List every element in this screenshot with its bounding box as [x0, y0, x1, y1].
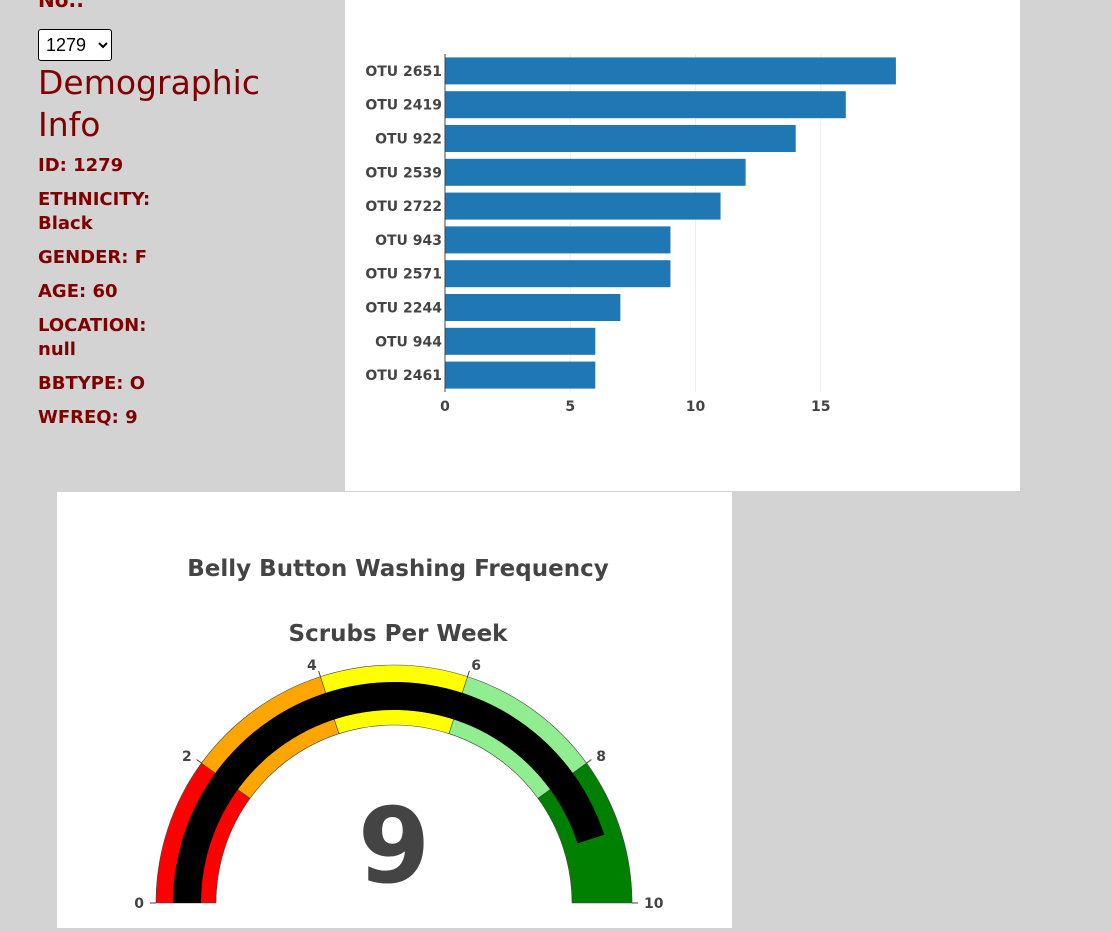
demographic-row: ID: 1279: [38, 155, 124, 176]
y-tick-label: OTU 2651: [365, 64, 442, 80]
otu-bar-chart: 0 5 10 15 OTU 2651 OTU 2419 OTU 922 OTU 2539 OTU…: [365, 54, 896, 415]
demographic-row: WFREQ: 9: [38, 407, 138, 428]
bar[interactable]: [445, 361, 596, 389]
gauge-tick-label: 0: [134, 896, 144, 912]
gauge-tick: [467, 670, 470, 677]
x-tick-label: 5: [565, 399, 575, 415]
bar[interactable]: [445, 158, 746, 186]
gauge-tick-label: 10: [644, 896, 664, 912]
y-tick-label: OTU 943: [375, 233, 442, 249]
demographic-info-title: Demographic Info: [38, 63, 260, 144]
gauge-tick: [318, 670, 321, 677]
subject-id-select[interactable]: 1279: [38, 29, 112, 61]
gauge-value-bar: [173, 682, 605, 903]
gauge-tick: [586, 759, 592, 764]
x-tick-label: 10: [686, 399, 706, 415]
bar[interactable]: [445, 260, 671, 288]
bar[interactable]: [445, 91, 846, 119]
gauge-tick-label: 2: [182, 749, 192, 765]
otu-bar-chart-panel: 0 5 10 15 OTU 2651 OTU 2419 OTU 922 OTU 2539 OTU…: [345, 0, 1020, 491]
gauge-tick-label: 8: [596, 749, 606, 765]
bar[interactable]: [445, 192, 721, 220]
gauge-title: Belly Button Washing Frequency: [187, 556, 608, 582]
demographic-row: AGE: 60: [38, 281, 118, 302]
washing-frequency-gauge: Belly Button Washing Frequency Scrubs Pe…: [134, 556, 664, 912]
y-tick-label: OTU 922: [375, 132, 442, 148]
bar[interactable]: [445, 294, 621, 321]
x-tick-label: 0: [440, 399, 450, 415]
bar[interactable]: [445, 125, 796, 152]
gauge-value: 9: [358, 785, 430, 907]
y-tick-label: OTU 944: [375, 334, 442, 350]
washing-frequency-gauge-panel: Belly Button Washing Frequency Scrubs Pe…: [57, 492, 732, 928]
bar[interactable]: [445, 327, 596, 355]
bar[interactable]: [445, 57, 896, 85]
y-tick-label: OTU 2722: [365, 199, 442, 215]
demographic-row: GENDER: F: [38, 247, 147, 268]
gauge-tick-label: 6: [471, 658, 481, 674]
y-tick-label: OTU 2419: [365, 98, 442, 114]
x-tick-label: 15: [811, 399, 830, 415]
gauge-tick-label: 4: [307, 658, 317, 674]
demographic-row: BBTYPE: O: [38, 373, 146, 394]
subject-selector-label: No.:: [38, 0, 85, 12]
demographic-row: ETHNICITY: Black: [38, 189, 151, 234]
y-tick-label: OTU 2461: [365, 368, 442, 384]
demographic-info-list: ID: 1279 ETHNICITY: Black GENDER: F AGE: 60…: [38, 154, 150, 440]
y-tick-label: OTU 2571: [365, 267, 442, 283]
gauge-subtitle: Scrubs Per Week: [289, 621, 509, 647]
bar[interactable]: [445, 226, 671, 254]
y-tick-label: OTU 2244: [365, 301, 442, 317]
y-tick-label: OTU 2539: [365, 165, 442, 181]
demographic-row: LOCATION: null: [38, 315, 147, 360]
gauge-tick: [196, 759, 202, 764]
